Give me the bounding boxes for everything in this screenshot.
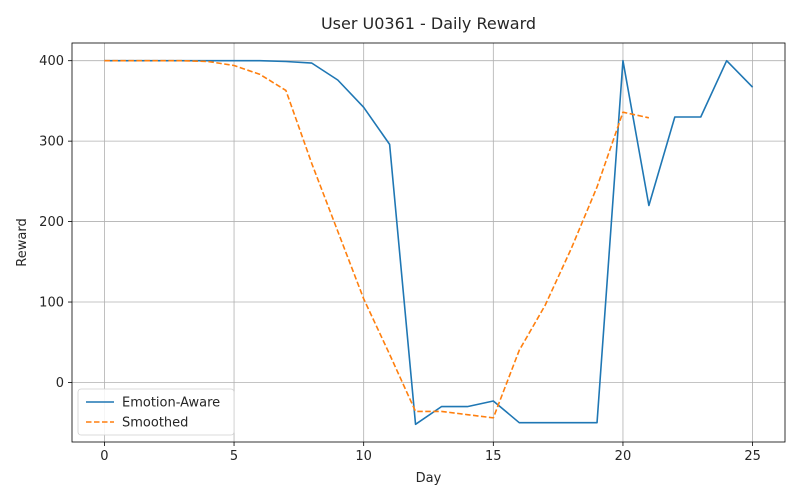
x-tick-label: 20 [615, 449, 632, 464]
x-tick-label: 5 [230, 449, 238, 464]
series-line-1 [104, 59, 754, 426]
x-axis-label: Day [416, 471, 442, 486]
y-tick-label: 100 [39, 296, 64, 311]
plot-frame [71, 42, 786, 443]
series-layer [104, 59, 754, 426]
chart-title: User U0361 - Daily Reward [321, 14, 536, 33]
grid [72, 43, 785, 442]
ticks: 0 5 10 15 20 25 0 100 200 300 400 [39, 54, 761, 464]
legend: Emotion-Aware Smoothed [77, 388, 235, 436]
y-tick-label: 0 [56, 376, 64, 391]
series-line-2 [104, 59, 650, 419]
x-tick-label: 25 [744, 449, 761, 464]
legend-label-1: Emotion-Aware [122, 396, 220, 411]
x-tick-label: 10 [355, 449, 372, 464]
x-tick-label: 0 [100, 449, 108, 464]
y-tick-label: 200 [39, 215, 64, 230]
x-tick-label: 15 [485, 449, 502, 464]
y-tick-label: 300 [39, 135, 64, 150]
legend-label-2: Smoothed [122, 416, 188, 431]
y-tick-label: 400 [39, 54, 64, 69]
y-axis-label: Reward [15, 218, 30, 266]
legend-box [77, 388, 235, 436]
